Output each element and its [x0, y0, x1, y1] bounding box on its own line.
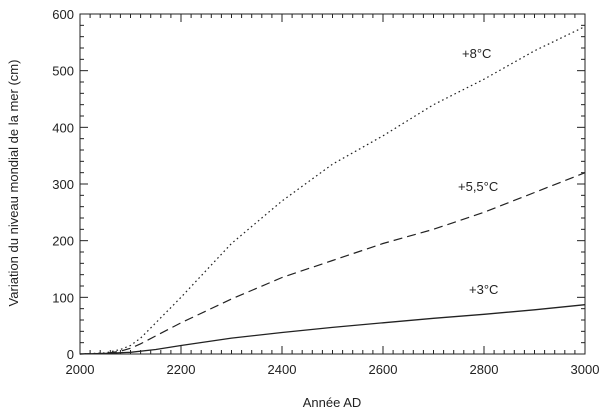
- series-labels: +8°C +5,5°C +3°C: [458, 46, 498, 297]
- series-label: +5,5°C: [458, 179, 498, 194]
- series-lines: [79, 25, 586, 355]
- x-tick-label: 2600: [369, 362, 398, 377]
- axis-ticks: 2000 2200 2400 2600 2800 3000 0 100 200 300 400 500…: [52, 7, 599, 377]
- y-tick-label: 600: [52, 7, 74, 22]
- y-tick-label: 300: [52, 177, 74, 192]
- series-line: [79, 304, 586, 355]
- y-tick-label: 200: [52, 234, 74, 249]
- series-line: [79, 172, 586, 355]
- series-label: +8°C: [462, 46, 491, 61]
- x-tick-label: 2200: [167, 362, 196, 377]
- plot-frame: [79, 13, 586, 355]
- x-tick-label: 2800: [470, 362, 499, 377]
- x-tick-label: 3000: [571, 362, 600, 377]
- series-line: [79, 25, 586, 355]
- x-tick-label: 2000: [66, 362, 95, 377]
- x-tick-label: 2400: [268, 362, 297, 377]
- y-axis-title: Variation du niveau mondial de la mer (c…: [6, 60, 21, 307]
- y-tick-label: 400: [52, 120, 74, 135]
- y-tick-label: 0: [67, 347, 74, 362]
- y-tick-label: 100: [52, 290, 74, 305]
- x-axis-title: Année AD: [303, 395, 362, 410]
- series-label: +3°C: [469, 282, 498, 297]
- y-tick-label: 500: [52, 64, 74, 79]
